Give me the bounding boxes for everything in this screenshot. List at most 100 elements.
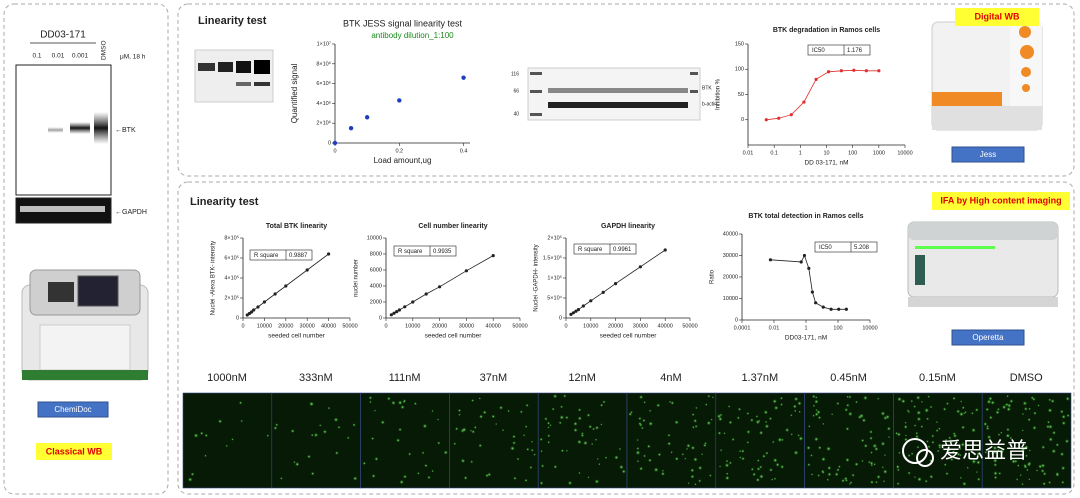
cell	[944, 438, 948, 442]
cell	[310, 471, 315, 476]
cell	[937, 427, 941, 431]
y-tick-label: 40000	[723, 231, 738, 237]
point	[764, 118, 768, 122]
cell	[817, 473, 821, 478]
cell	[522, 433, 526, 437]
cell	[811, 394, 816, 399]
cell-image	[537, 392, 628, 489]
cell	[373, 409, 377, 412]
chemidoc-image	[21, 269, 149, 381]
cell	[1022, 400, 1028, 406]
cell	[718, 465, 722, 468]
cell	[1040, 468, 1045, 473]
cell	[577, 408, 582, 412]
label: Classical WB	[46, 446, 103, 456]
cell	[920, 400, 924, 404]
cell	[648, 409, 652, 413]
cell	[704, 403, 708, 407]
cell	[894, 431, 899, 435]
cell	[501, 428, 505, 432]
label-box	[36, 443, 112, 460]
conc: 0.001	[72, 53, 89, 60]
cell	[844, 407, 849, 412]
cell	[874, 446, 879, 452]
cell	[352, 423, 356, 427]
concentration: 37nM	[480, 372, 508, 384]
conc: 0.01	[52, 53, 65, 60]
cell	[461, 427, 467, 433]
band	[48, 127, 63, 133]
cell	[690, 474, 695, 479]
point	[395, 310, 399, 314]
cell	[790, 432, 794, 436]
control: DMSO	[101, 41, 108, 61]
point	[364, 115, 370, 120]
cell	[1048, 437, 1054, 442]
cell	[702, 443, 707, 448]
cell	[793, 396, 799, 402]
y-tick-label: 0	[559, 315, 562, 321]
point	[249, 310, 254, 314]
cell	[1016, 464, 1020, 468]
cell	[471, 429, 476, 434]
y-tick-label: 0	[236, 315, 239, 321]
x-tick-label: 30000	[459, 323, 474, 329]
cell	[594, 425, 600, 431]
chart-title: BTK JESS signal linearity test	[343, 18, 463, 28]
x-tick-label: 0.0001	[734, 325, 751, 331]
cell	[231, 437, 234, 441]
point	[581, 304, 585, 308]
cell	[685, 447, 689, 451]
cell	[906, 409, 910, 412]
cell	[596, 457, 599, 461]
cell	[779, 464, 785, 470]
annotation-value: 0.9887	[289, 253, 308, 259]
cell	[1059, 451, 1065, 457]
cell	[398, 427, 403, 432]
cell	[636, 459, 640, 463]
cell	[686, 443, 691, 449]
cell	[820, 456, 826, 462]
cell	[437, 441, 441, 445]
cell	[422, 423, 428, 429]
cell	[1064, 438, 1070, 444]
cell	[971, 442, 976, 447]
cell	[904, 421, 907, 425]
cell	[763, 409, 769, 415]
point	[332, 140, 338, 146]
y-tick-label: 2000	[370, 299, 382, 305]
cell	[874, 480, 878, 484]
cell	[992, 445, 998, 451]
cell	[873, 462, 877, 466]
cell	[1065, 396, 1071, 402]
cell	[858, 413, 865, 419]
y-tick-label: 1×10⁷	[317, 40, 331, 47]
cell	[821, 470, 826, 475]
cell	[814, 395, 818, 399]
instrument: Jess	[980, 150, 996, 159]
point	[273, 292, 277, 296]
cell	[628, 412, 633, 417]
cell	[524, 425, 528, 429]
cell	[1025, 468, 1029, 472]
point	[814, 77, 818, 81]
y-tick-label: 1.5×10⁵	[543, 254, 562, 261]
point	[461, 75, 466, 80]
cell	[573, 427, 578, 433]
cell	[836, 467, 840, 472]
cell	[204, 433, 209, 438]
cell	[674, 419, 679, 425]
cell	[907, 453, 911, 458]
cell	[717, 416, 723, 422]
cell	[553, 464, 558, 469]
cell	[711, 396, 715, 399]
cell	[768, 416, 773, 421]
cell	[1005, 427, 1010, 432]
x-axis-label: Load amount,ug	[374, 156, 432, 165]
cell	[752, 472, 757, 477]
cell	[1051, 448, 1057, 454]
point	[601, 290, 605, 294]
cell	[290, 428, 295, 434]
cell	[960, 442, 966, 448]
cell	[346, 436, 350, 440]
